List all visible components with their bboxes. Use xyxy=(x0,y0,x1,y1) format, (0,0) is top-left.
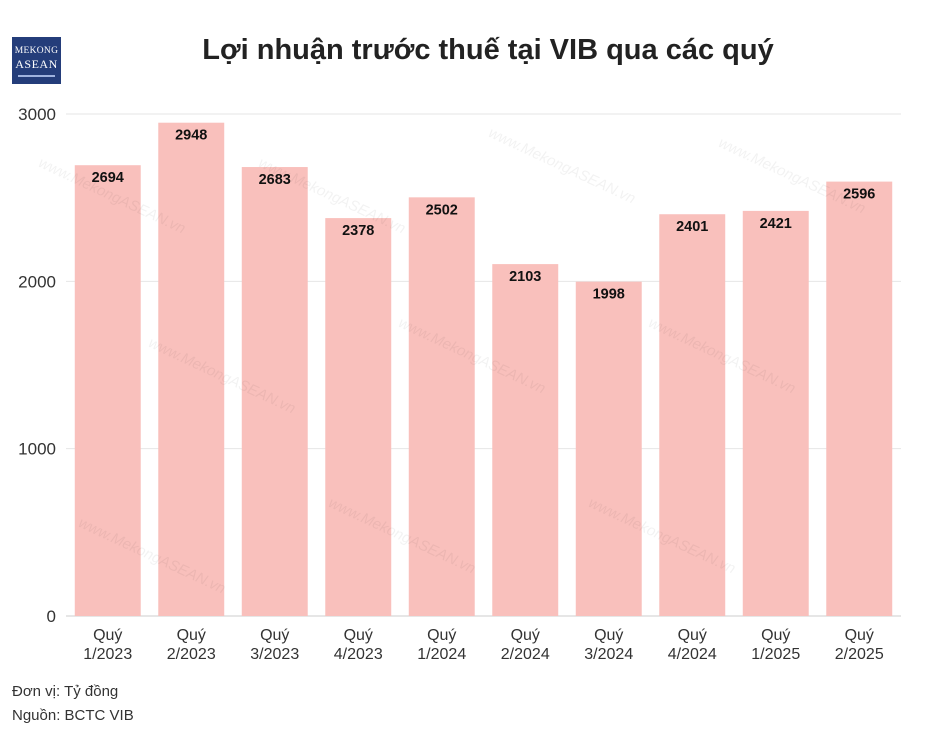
x-tick-label: 3/2024 xyxy=(584,646,633,663)
data-label: 2401 xyxy=(676,219,708,235)
chart-title: Lợi nhuận trước thuế tại VIB qua các quý xyxy=(202,34,774,66)
bar xyxy=(826,181,893,616)
watermark: www.MekongASEAN.vn xyxy=(716,134,868,217)
x-tick-label: 1/2024 xyxy=(417,646,466,663)
logo-line2: ASEAN xyxy=(15,57,58,71)
x-tick-label: 4/2023 xyxy=(334,646,383,663)
x-tick-label: Quý xyxy=(761,627,790,644)
data-label: 2421 xyxy=(760,216,792,232)
x-tick-label: Quý xyxy=(845,627,874,644)
source-note: Nguồn: BCTC VIB xyxy=(12,707,134,724)
y-tick-label: 1000 xyxy=(18,440,56,459)
bar xyxy=(325,218,392,616)
x-tick-label: Quý xyxy=(594,627,623,644)
bar xyxy=(575,281,642,616)
x-tick-label: 2/2024 xyxy=(501,646,550,663)
x-tick-label: 1/2023 xyxy=(83,646,132,663)
bar xyxy=(408,197,475,616)
data-label: 2378 xyxy=(342,223,374,239)
data-label: 2103 xyxy=(509,269,541,285)
logo-bar xyxy=(18,75,55,77)
x-tick-label: Quý xyxy=(260,627,289,644)
unit-note: Đơn vị: Tỷ đồng xyxy=(12,683,119,700)
x-tick-label: Quý xyxy=(427,627,456,644)
logo: MEKONG ASEAN xyxy=(12,37,61,84)
data-label: 2596 xyxy=(843,187,875,203)
x-tick-label: Quý xyxy=(93,627,122,644)
bar xyxy=(492,264,559,616)
bar xyxy=(241,167,308,616)
y-tick-label: 0 xyxy=(47,607,56,626)
data-label: 2683 xyxy=(259,172,291,188)
bar xyxy=(659,214,726,616)
x-tick-label: 4/2024 xyxy=(668,646,717,663)
data-label: 2694 xyxy=(92,170,124,186)
y-tick-label: 3000 xyxy=(18,105,56,124)
bar xyxy=(742,210,809,617)
x-tick-label: 3/2023 xyxy=(250,646,299,663)
logo-line1: MEKONG xyxy=(14,46,59,56)
bar xyxy=(158,122,225,617)
x-tick-label: 2/2023 xyxy=(167,646,216,663)
x-tick-label: 1/2025 xyxy=(751,646,800,663)
x-tick-label: Quý xyxy=(511,627,540,644)
x-tick-label: Quý xyxy=(678,627,707,644)
data-label: 2502 xyxy=(426,202,458,218)
data-label: 2948 xyxy=(175,128,207,144)
x-tick-label: 2/2025 xyxy=(835,646,884,663)
x-tick-label: Quý xyxy=(177,627,206,644)
y-tick-label: 2000 xyxy=(18,272,56,291)
data-label: 1998 xyxy=(593,287,625,303)
bar xyxy=(74,165,141,617)
watermark: www.MekongASEAN.vn xyxy=(486,124,638,207)
x-tick-label: Quý xyxy=(344,627,373,644)
